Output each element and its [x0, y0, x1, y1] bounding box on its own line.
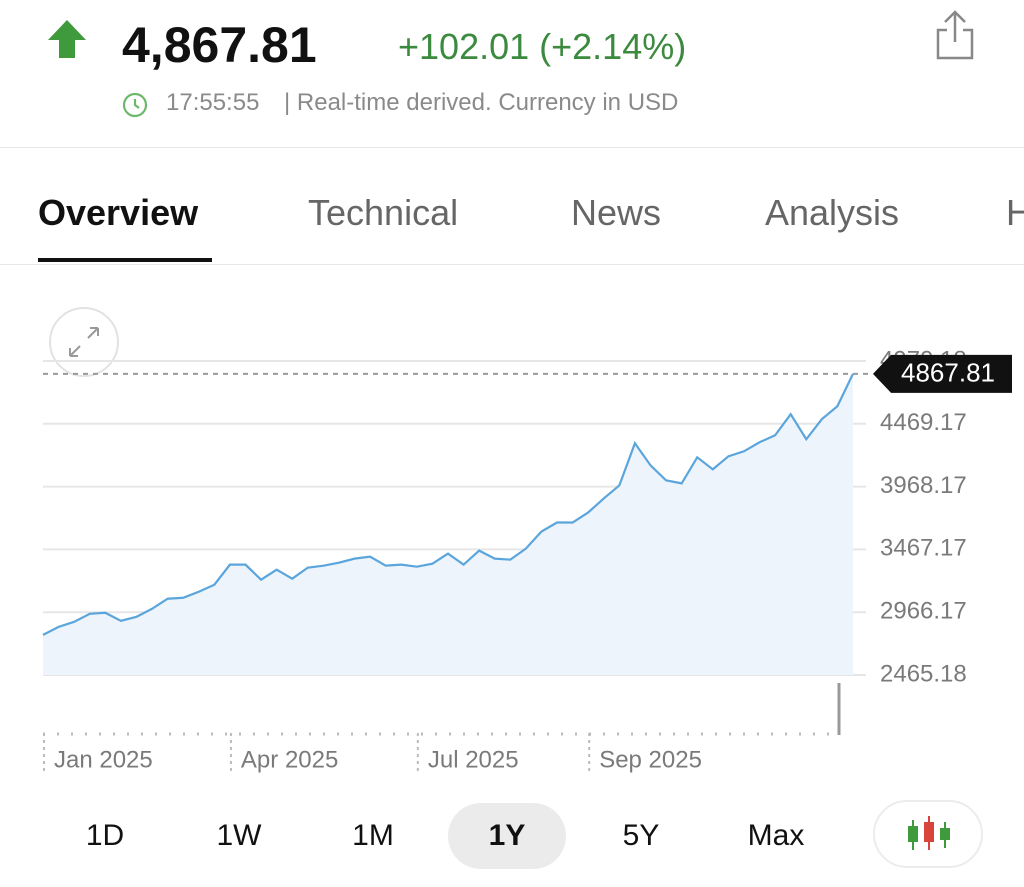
area-fill — [43, 373, 853, 675]
time: 17:55:55 — [166, 89, 260, 116]
tab[interactable]: Analysis — [765, 192, 900, 233]
range-button[interactable]: 1W — [216, 819, 262, 852]
y-tick-label: 4469.17 — [880, 409, 967, 436]
x-tick-label: Apr 2025 — [241, 746, 338, 773]
price-change: +102.01 (+2.14%) — [398, 26, 687, 67]
x-tick-label: Jul 2025 — [428, 746, 519, 773]
tab[interactable]: News — [571, 192, 662, 233]
tab[interactable]: H — [1006, 192, 1024, 233]
share-button[interactable] — [932, 8, 978, 62]
tab[interactable]: Technical — [308, 192, 459, 233]
chart-type-button[interactable] — [873, 800, 983, 868]
chart: 2465.182966.173467.173968.174469.174970.… — [42, 307, 1012, 773]
divider — [0, 264, 1024, 265]
candlestick-icon — [908, 816, 950, 850]
range-button[interactable]: 1Y — [448, 803, 566, 869]
note: | Real-time derived. Currency in USD — [284, 89, 679, 116]
expand-button[interactable] — [49, 307, 119, 377]
y-tick-label: 2966.17 — [880, 598, 967, 625]
range-button[interactable]: Max — [747, 819, 805, 852]
divider — [0, 147, 1024, 148]
x-tick-label: Jan 2025 — [54, 746, 153, 773]
y-tick-label: 2465.18 — [880, 660, 967, 687]
price-line — [42, 373, 854, 636]
tab[interactable]: Overview — [38, 192, 199, 233]
x-tick-label: Sep 2025 — [599, 746, 702, 773]
y-tick-label: 3968.17 — [880, 472, 967, 499]
price: 4,867.81 — [122, 17, 317, 73]
range-button[interactable]: 1D — [85, 819, 125, 852]
last-price-badge — [873, 354, 1012, 393]
y-tick-label: 3467.17 — [880, 535, 967, 562]
clock-icon — [122, 92, 148, 118]
tab-indicator — [38, 258, 212, 262]
last-price-label: 4867.81 — [901, 358, 995, 388]
range-button[interactable]: 5Y — [622, 819, 660, 852]
range-button[interactable]: 1M — [352, 819, 394, 852]
up-arrow-icon — [48, 20, 86, 58]
